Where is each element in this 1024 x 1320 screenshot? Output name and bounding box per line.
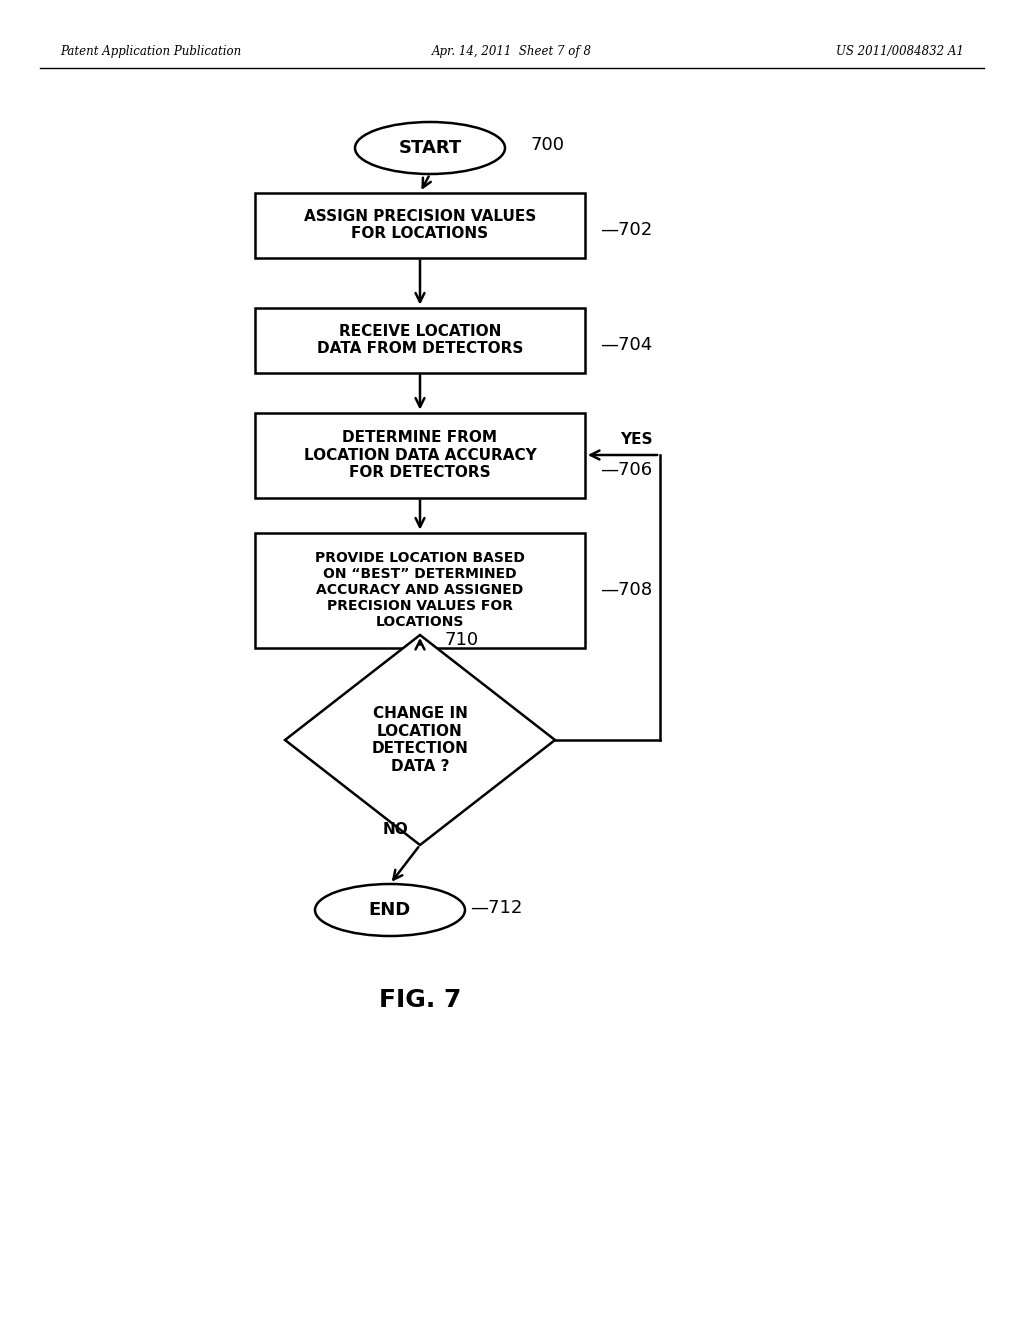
Text: 710: 710 — [445, 631, 479, 649]
Text: END: END — [369, 902, 411, 919]
Ellipse shape — [355, 121, 505, 174]
Polygon shape — [285, 635, 555, 845]
Text: —708: —708 — [600, 581, 652, 599]
Bar — [255, 308, 585, 372]
Text: PROVIDE LOCATION BASED
ON “BEST” DETERMINED
ACCURACY AND ASSIGNED
PRECISION VALU: PROVIDE LOCATION BASED ON “BEST” DETERMI… — [315, 550, 525, 630]
Text: RECEIVE LOCATION
DATA FROM DETECTORS: RECEIVE LOCATION DATA FROM DETECTORS — [316, 323, 523, 356]
Text: —704: —704 — [600, 337, 652, 354]
Text: YES: YES — [620, 433, 652, 447]
Text: NO: NO — [382, 822, 408, 837]
Text: DETERMINE FROM
LOCATION DATA ACCURACY
FOR DETECTORS: DETERMINE FROM LOCATION DATA ACCURACY FO… — [304, 430, 537, 480]
Text: Apr. 14, 2011  Sheet 7 of 8: Apr. 14, 2011 Sheet 7 of 8 — [432, 45, 592, 58]
Text: START: START — [398, 139, 462, 157]
Bar — [255, 412, 585, 498]
Text: —702: —702 — [600, 220, 652, 239]
Text: CHANGE IN
LOCATION
DETECTION
DATA ?: CHANGE IN LOCATION DETECTION DATA ? — [372, 706, 468, 774]
Text: US 2011/0084832 A1: US 2011/0084832 A1 — [837, 45, 964, 58]
Bar — [255, 532, 585, 648]
Text: ASSIGN PRECISION VALUES
FOR LOCATIONS: ASSIGN PRECISION VALUES FOR LOCATIONS — [304, 209, 537, 242]
Text: —712: —712 — [470, 899, 522, 917]
Text: —706: —706 — [600, 461, 652, 479]
Text: FIG. 7: FIG. 7 — [379, 987, 461, 1012]
Bar — [255, 193, 585, 257]
Ellipse shape — [315, 884, 465, 936]
Text: Patent Application Publication: Patent Application Publication — [60, 45, 242, 58]
Text: 700: 700 — [530, 136, 564, 154]
